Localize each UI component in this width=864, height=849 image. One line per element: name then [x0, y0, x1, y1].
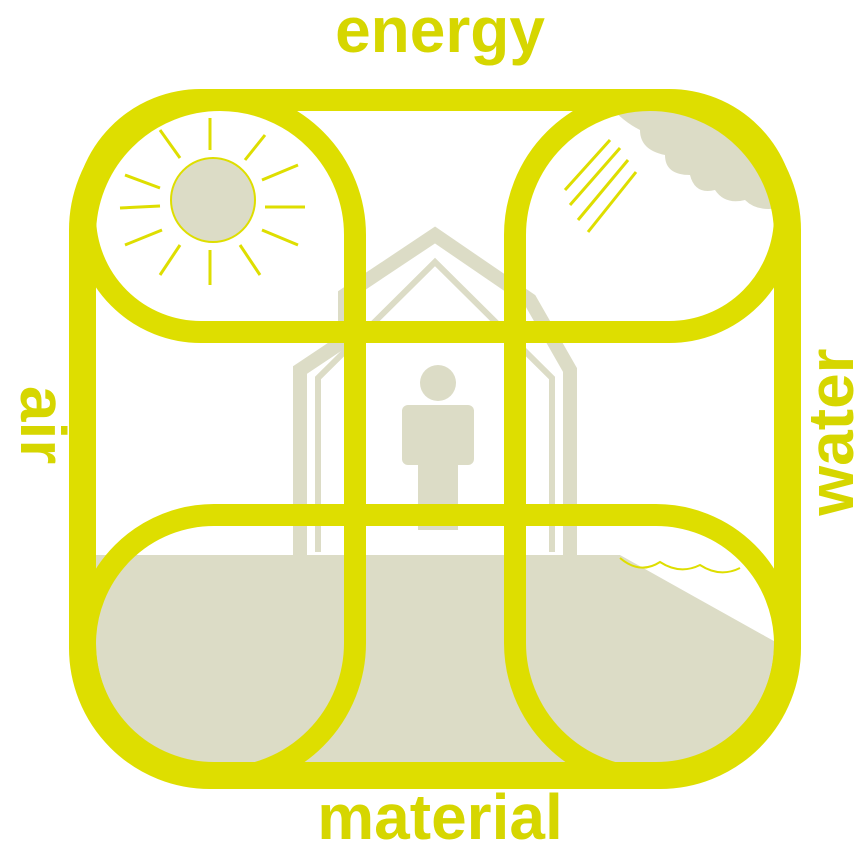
label-bottom: material [317, 781, 562, 849]
rain [565, 140, 636, 232]
sun [120, 118, 305, 285]
label-left: air [7, 386, 79, 464]
label-top: energy [335, 0, 545, 66]
label-right: water [795, 348, 864, 516]
diagram: energy material air water [0, 0, 864, 849]
